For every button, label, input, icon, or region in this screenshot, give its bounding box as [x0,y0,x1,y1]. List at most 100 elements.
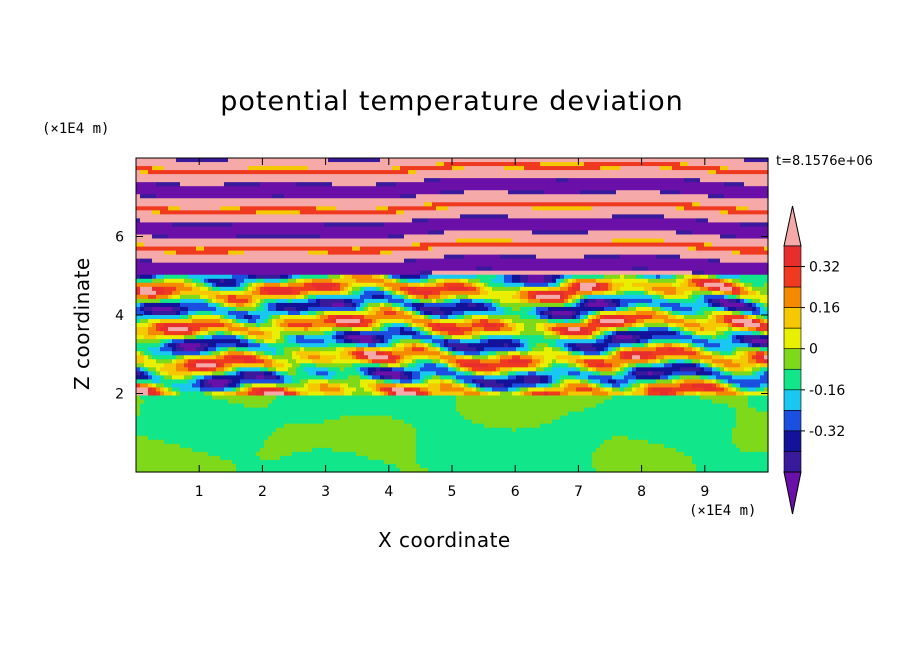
field-cell [216,347,221,352]
field-cell [192,286,201,292]
field-cell [288,339,297,344]
field-cell [228,302,237,308]
field-cell [592,455,693,461]
field-cell [224,182,261,187]
field-cell [628,319,637,324]
field-cell [224,391,237,397]
field-cell [276,395,457,401]
field-cell [320,351,341,356]
field-cell [488,351,497,356]
field-cell [228,294,237,300]
field-cell [140,258,153,264]
field-cell [624,323,633,328]
field-cell [620,254,657,260]
field-cell [316,286,333,292]
field-cell [552,310,573,316]
field-cell [528,278,545,284]
field-cell [368,343,377,348]
field-cell [716,379,721,385]
field-cell [756,302,761,308]
field-cell [136,170,141,175]
colorbar-box [783,451,802,473]
field-cell [496,379,525,385]
field-cell [404,234,721,240]
field-cell [356,351,365,356]
field-cell [664,343,673,348]
field-cell [136,290,141,296]
field-cell [732,351,737,356]
field-cell [460,411,569,417]
field-cell [236,282,241,288]
field-cell [588,310,593,316]
field-cell [552,274,561,280]
field-cell [220,302,225,308]
field-cell [756,315,765,320]
field-cell [384,286,389,292]
field-cell [540,162,585,167]
field-cell [184,335,197,340]
field-cell [728,282,733,288]
field-cell [712,399,749,405]
field-cell [676,206,685,211]
field-cell [692,383,713,389]
field-cell [304,278,313,284]
y-tick-label: 4 [115,308,124,324]
field-cell [404,387,413,393]
field-cell [568,411,737,417]
field-cell [404,298,413,304]
field-cell [404,306,409,312]
field-cell [532,355,545,360]
field-cell [616,302,621,308]
field-cell [668,310,673,316]
field-cell [256,359,265,364]
field-cell [352,327,373,332]
field-cell [256,375,265,381]
field-cell [472,419,553,425]
field-cell [392,347,405,352]
field-cell [712,242,769,248]
field-cell [216,331,225,336]
field-cell [664,214,769,219]
field-cell [320,387,341,393]
field-cell [164,274,189,280]
field-cell [344,391,353,397]
field-cell [484,282,489,288]
field-cell [272,399,457,405]
field-cell [636,379,657,385]
field-cell [660,306,665,312]
field-cell [136,363,145,368]
field-cell [568,359,577,364]
field-cell [136,174,769,179]
field-cell [464,190,509,195]
field-cell [204,278,209,284]
field-cell [220,319,229,324]
field-cell [544,347,553,352]
field-cell [412,302,425,308]
field-cell [716,363,725,368]
field-cell [380,327,385,332]
field-cell [212,282,217,288]
field-cell [588,383,593,389]
field-cell [592,459,693,465]
field-cell [740,274,769,280]
field-cell [200,367,209,372]
field-cell [572,274,605,280]
field-cell [492,371,501,376]
field-cell [464,367,469,372]
field-cell [524,282,549,288]
field-cell [612,375,625,381]
field-cell [364,347,381,352]
field-cell [344,335,349,340]
field-cell [620,355,625,360]
field-cell [136,419,325,425]
field-cell [308,371,317,376]
field-cell [368,383,377,389]
field-cell [448,206,533,211]
field-cell [616,367,621,372]
field-cell [664,306,673,312]
field-cell [700,347,705,352]
field-cell [260,367,269,372]
field-cell [704,367,713,372]
field-cell [148,170,409,175]
field-cell [160,327,169,332]
